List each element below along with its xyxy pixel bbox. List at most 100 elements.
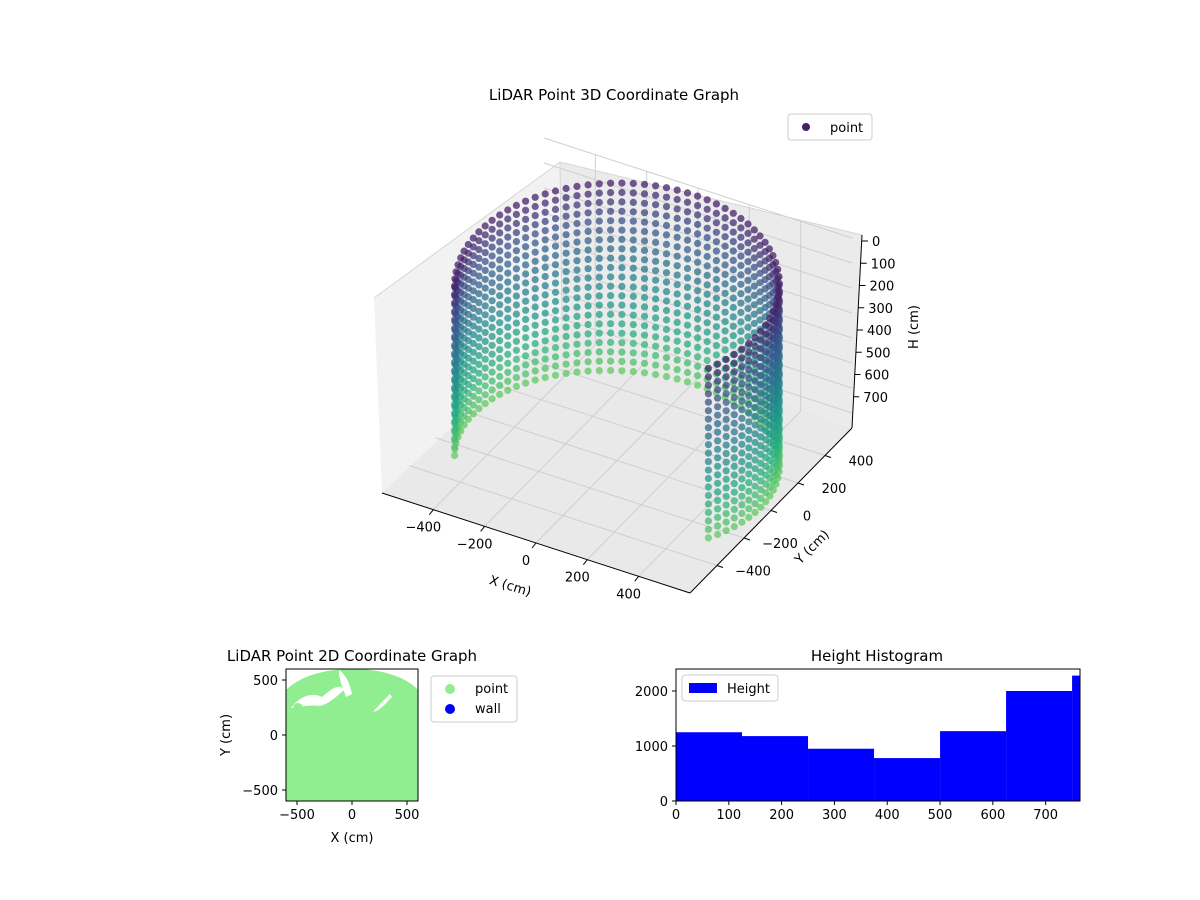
scatter-point-3d: [714, 360, 722, 368]
x-tick-3d: [582, 559, 588, 565]
scatter-point-3d: [481, 320, 489, 328]
scatter-point-3d: [745, 426, 753, 435]
scatter-point-3d: [738, 466, 746, 474]
scatter-point-3d: [496, 337, 504, 345]
scatter-point-3d: [721, 289, 729, 297]
scatter-point-3d: [694, 372, 702, 380]
scatter-point-3d: [522, 243, 530, 251]
scatter-point-3d: [451, 451, 459, 459]
scatter-point-3d: [496, 211, 504, 219]
scatter-point-3d: [629, 245, 637, 253]
scatter-point-3d: [757, 468, 765, 476]
scatter-point-3d: [504, 215, 512, 223]
scatter-point-3d: [729, 294, 737, 302]
scatter-point-3d: [457, 254, 465, 262]
scatter-point-3d: [703, 196, 711, 204]
scatter-point-3d: [573, 303, 581, 311]
scatter-point-3d: [703, 281, 711, 289]
scatter-point-3d: [751, 430, 759, 438]
scatter-point-3d: [704, 424, 713, 432]
scatter-point-3d: [683, 359, 692, 367]
scatter-point-3d: [721, 204, 729, 212]
scatter-point-3d: [522, 270, 530, 278]
scatter-point-3d: [451, 350, 459, 358]
scatter-point-3d: [673, 271, 681, 279]
scatter-point-3d: [595, 282, 603, 291]
scatter-point-3d: [595, 329, 603, 337]
scatter-point-3d: [721, 280, 729, 288]
scatter-point-3d: [737, 252, 745, 260]
scatter-point-3d: [531, 202, 539, 211]
scatter-point-3d: [595, 226, 603, 235]
scatter-point-3d: [751, 421, 759, 429]
scatter-point-3d: [673, 328, 681, 336]
gap-left: [291, 686, 344, 708]
scatter-point-3d: [531, 330, 539, 338]
scatter-point-3d: [722, 364, 730, 372]
scatter-point-3d: [504, 233, 512, 241]
scatter-point-3d: [673, 309, 681, 317]
scatter-point-3d: [729, 313, 737, 321]
scatter-point-3d: [573, 210, 581, 218]
scatter-point-3d: [712, 219, 721, 227]
scatter-point-3d: [629, 179, 637, 188]
scatter-point-3d: [750, 226, 758, 234]
x-tick-label-3d: 0: [522, 554, 530, 569]
y-tick-label-3d: 400: [849, 455, 874, 470]
scatter-point-3d: [775, 287, 783, 295]
plot-histogram: Height Histogram 0 100 200 300 400 500 600 7000…: [635, 647, 1081, 823]
scatter-point-3d: [694, 306, 702, 314]
scatter-point-3d: [703, 205, 711, 213]
scatter-point-3d: [595, 348, 603, 356]
scatter-point-3d: [496, 319, 504, 327]
scatter-point-3d: [722, 518, 730, 526]
scatter-point-3d: [662, 297, 671, 305]
x-tick-3d: [480, 526, 486, 532]
scatter-point-3d: [738, 397, 746, 405]
scatter-point-3d: [751, 500, 759, 508]
scatter-point-3d: [451, 341, 459, 349]
scatter-point-3d: [757, 503, 765, 511]
scatter-point-3d: [451, 324, 459, 332]
scatter-point-3d: [488, 332, 496, 340]
histogram-bar: [940, 731, 1007, 801]
scatter-point-3d: [531, 239, 539, 247]
scatter-point-3d: [629, 227, 637, 235]
scatter-point-3d: [573, 322, 581, 330]
scatter-point-3d: [729, 332, 737, 340]
scatter-point-3d: [757, 345, 765, 353]
scatter-point-3d: [607, 348, 615, 356]
scatter-point-3d: [512, 274, 521, 282]
scatter-point-3d: [481, 311, 489, 319]
scatter-point-3d: [595, 217, 603, 225]
scatter-point-3d: [704, 432, 713, 440]
scatter-point-3d: [712, 294, 721, 302]
scatter-point-3d: [512, 310, 521, 318]
scatter-point-3d: [512, 229, 521, 237]
scatter-point-3d: [562, 240, 570, 248]
scatter-point-3d: [607, 198, 615, 206]
scatter-point-3d: [729, 209, 737, 217]
scatter-point-3d: [595, 301, 603, 309]
scatter-point-3d: [618, 217, 626, 225]
scatter-point-3d: [522, 306, 530, 314]
scatter-point-3d: [730, 514, 738, 522]
histogram-bar: [1006, 691, 1073, 801]
scatter-point-3d: [573, 359, 581, 367]
scatter-point-3d: [744, 304, 752, 313]
scatter-point-3d: [750, 310, 758, 318]
legend-label-point-2d: point: [475, 682, 508, 697]
scatter-point-3d: [694, 315, 702, 323]
scatter-point-3d: [652, 352, 660, 360]
scatter-point-3d: [750, 235, 758, 243]
scatter-point-3d: [522, 379, 530, 387]
scatter-point-3d: [496, 256, 504, 264]
y-tick-label-2d: 0: [270, 729, 278, 744]
scatter-point-3d: [714, 513, 722, 522]
scatter-point-3d: [730, 385, 738, 393]
scatter-point-3d: [712, 285, 721, 293]
y-axis-label-2d: Y (cm): [219, 714, 234, 757]
scatter-point-3d: [704, 483, 713, 491]
scatter-point-3d: [745, 348, 753, 356]
scatter-point-3d: [488, 377, 496, 385]
